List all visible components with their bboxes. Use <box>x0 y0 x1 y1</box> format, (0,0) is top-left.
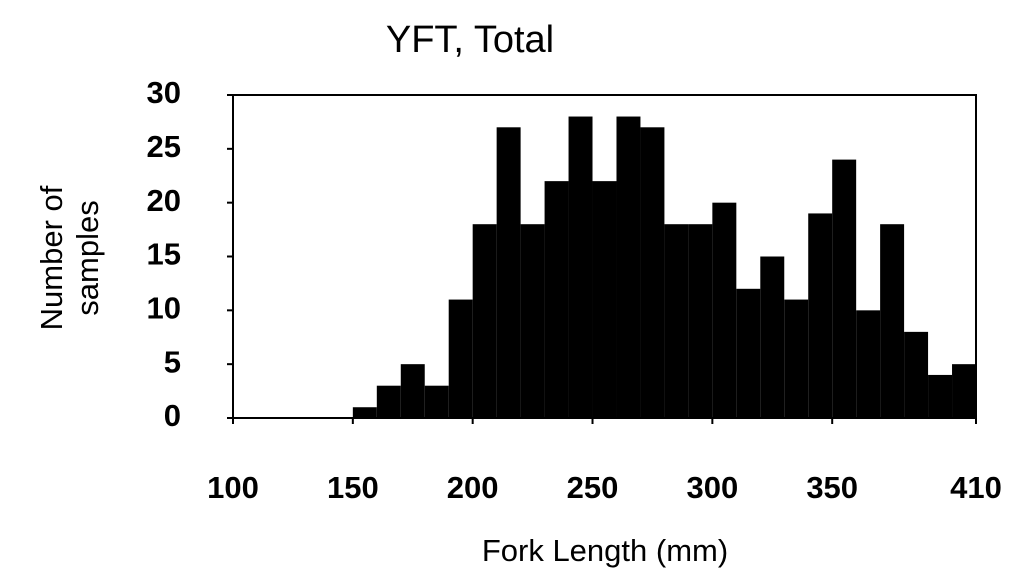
y-tick-label: 30 <box>147 75 181 110</box>
x-tick-label: 300 <box>686 470 738 505</box>
y-tick-label: 25 <box>147 129 181 164</box>
y-tick-label: 15 <box>147 237 181 272</box>
bar <box>568 116 593 419</box>
x-axis-label: Fork Length (mm) <box>482 533 728 568</box>
bar <box>808 213 833 418</box>
x-tick-label: 250 <box>567 470 619 505</box>
y-axis-label-line: Number of <box>34 185 69 330</box>
bar <box>472 224 497 418</box>
bar <box>856 310 881 418</box>
bar <box>400 364 425 418</box>
bar <box>424 385 449 418</box>
y-axis-label-line: samples <box>70 200 105 315</box>
plot-frame <box>232 94 977 419</box>
bar <box>904 331 929 418</box>
bar <box>880 224 905 418</box>
y-tick-label: 20 <box>147 183 181 218</box>
bar <box>616 116 641 419</box>
y-axis-label: Number ofsamples <box>34 185 105 330</box>
y-tick-label: 5 <box>164 344 181 379</box>
bar <box>784 299 809 418</box>
y-tick-label: 10 <box>147 291 181 326</box>
bar <box>688 224 713 418</box>
bar <box>544 181 569 418</box>
bar <box>352 407 377 418</box>
y-tick-label: 0 <box>164 398 181 433</box>
bar <box>712 202 737 418</box>
x-tick-label: 350 <box>806 470 858 505</box>
bar <box>448 299 473 418</box>
bar <box>592 181 617 418</box>
y-axis-label-group: Number ofsamples <box>34 185 105 330</box>
bar <box>520 224 545 418</box>
x-tick-label: 200 <box>447 470 499 505</box>
bar <box>640 127 665 419</box>
x-tick-label: 100 <box>207 470 259 505</box>
bar <box>832 159 857 418</box>
bar <box>736 288 761 418</box>
bar <box>496 127 521 419</box>
chart-title: YFT, Total <box>386 19 554 61</box>
bar <box>928 374 953 418</box>
x-tick-label: 150 <box>327 470 379 505</box>
bar <box>760 256 785 418</box>
bar <box>376 385 401 418</box>
bar <box>664 224 689 418</box>
bar <box>952 364 976 418</box>
x-tick-label: 410 <box>950 470 1002 505</box>
